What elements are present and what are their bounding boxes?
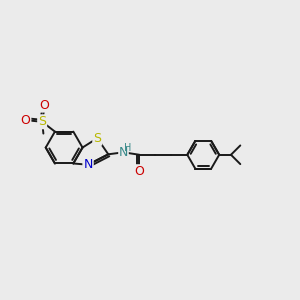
Text: N: N [83, 158, 93, 171]
Text: O: O [39, 99, 49, 112]
Text: N: N [119, 146, 128, 159]
Text: H: H [124, 143, 132, 153]
Text: S: S [38, 115, 46, 128]
Text: S: S [93, 132, 101, 145]
Text: O: O [20, 114, 30, 127]
Text: O: O [134, 165, 144, 178]
